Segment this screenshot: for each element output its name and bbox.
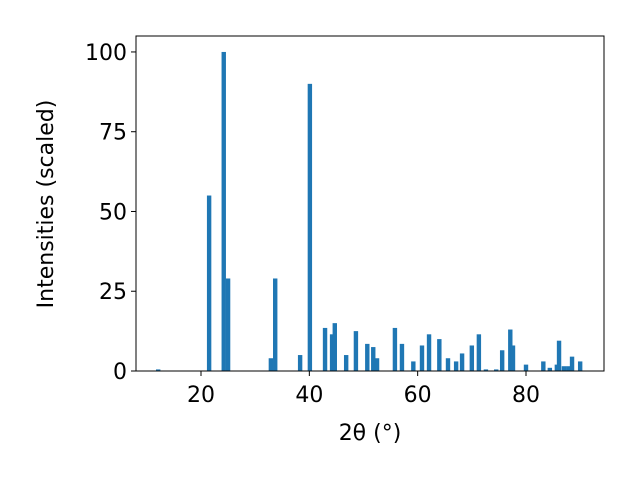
bar — [411, 361, 416, 371]
bar — [469, 345, 475, 371]
bar — [437, 339, 442, 371]
bar — [459, 353, 465, 371]
bar — [508, 329, 513, 371]
bar — [577, 361, 583, 371]
bar — [365, 343, 370, 371]
bar — [353, 331, 359, 371]
x-tick-label: 40 — [295, 383, 323, 408]
bar — [426, 334, 432, 371]
bar — [343, 355, 349, 371]
bar — [453, 361, 459, 371]
x-tick-label: 60 — [404, 383, 432, 408]
bar — [445, 358, 451, 371]
bar — [399, 343, 405, 371]
bar — [419, 345, 425, 371]
bar — [268, 358, 274, 371]
bar — [569, 356, 575, 371]
y-tick-label: 0 — [113, 360, 127, 385]
bar — [566, 366, 571, 371]
bar — [206, 195, 212, 371]
bar — [494, 369, 499, 371]
bar — [307, 83, 313, 371]
bar — [483, 369, 489, 371]
bar — [225, 278, 231, 371]
bar — [332, 323, 337, 371]
bar — [322, 327, 328, 371]
x-tick-label: 20 — [187, 383, 215, 408]
bar — [392, 327, 398, 371]
y-tick-label: 75 — [99, 121, 127, 146]
bar — [523, 364, 529, 371]
bar — [273, 278, 278, 371]
x-axis-label: 2θ (°) — [339, 421, 402, 446]
bar — [374, 358, 380, 371]
y-tick-label: 25 — [99, 280, 127, 305]
y-axis-label: Intensities (scaled) — [34, 100, 59, 309]
axes-frame — [135, 35, 605, 372]
y-tick-label: 100 — [85, 41, 127, 66]
bar — [561, 366, 567, 371]
bar — [156, 369, 161, 371]
bar — [541, 361, 546, 371]
bar — [329, 334, 335, 371]
bar — [476, 334, 482, 371]
x-tick-label: 80 — [512, 383, 540, 408]
bar — [547, 367, 553, 371]
bar — [510, 345, 516, 371]
bar — [297, 355, 303, 371]
y-tick-label: 50 — [99, 200, 127, 225]
bar — [499, 350, 505, 371]
bar — [221, 51, 226, 371]
bar — [556, 340, 562, 371]
bar — [371, 347, 376, 371]
plot-area — [156, 51, 583, 371]
